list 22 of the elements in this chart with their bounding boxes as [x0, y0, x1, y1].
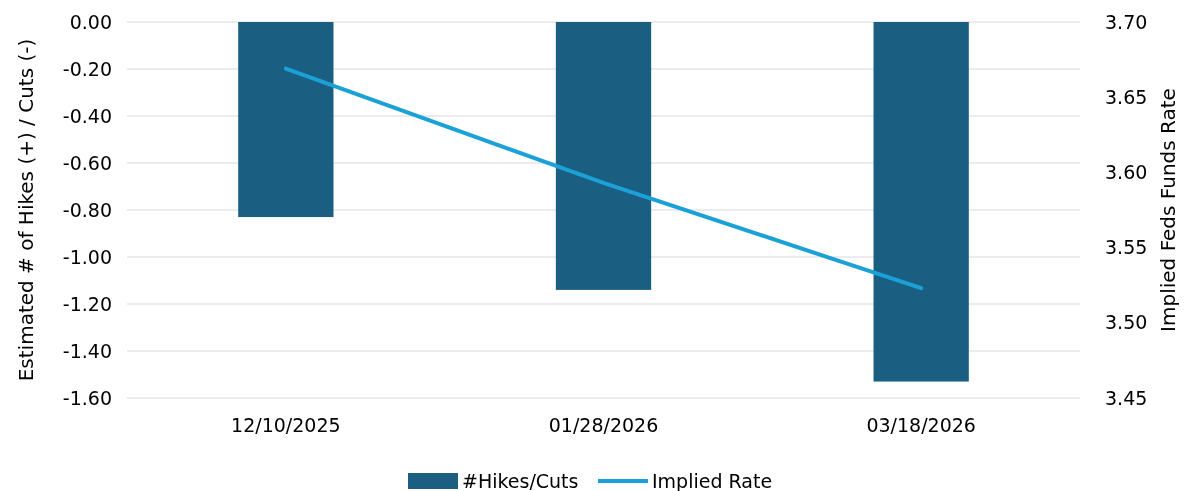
y-tick-label: -1.60 [62, 386, 112, 409]
y2-tick-label: 3.70 [1105, 10, 1148, 33]
y-tick-label: -1.20 [62, 292, 112, 315]
y-tick-label: -0.60 [62, 151, 112, 174]
x-tick-label: 01/28/2026 [548, 414, 659, 436]
y-tick-label: -1.40 [62, 339, 112, 362]
y-tick-label: -1.00 [62, 245, 112, 268]
y-tick-label: -0.20 [62, 57, 112, 80]
legend-label: Implied Rate [652, 469, 773, 491]
y2-tick-label: 3.65 [1105, 85, 1148, 108]
y2-axis-title: Implied Feds Funds Rate [1156, 88, 1180, 332]
x-tick-label: 12/10/2025 [231, 414, 341, 436]
y-tick-label: -0.40 [62, 104, 112, 127]
y2-tick-label: 3.60 [1105, 161, 1148, 184]
x-tick-label: 03/18/2026 [866, 414, 976, 436]
y-tick-label: 0.00 [69, 10, 112, 33]
y2-tick-label: 3.50 [1105, 311, 1148, 334]
y2-tick-label: 3.55 [1105, 236, 1148, 259]
y2-tick-label: 3.45 [1105, 386, 1148, 409]
y-axis-title: Estimated # of Hikes (+) / Cuts (-) [14, 38, 38, 382]
y-tick-label: -0.80 [62, 198, 112, 221]
legend-label: #Hikes/Cuts [462, 469, 579, 491]
